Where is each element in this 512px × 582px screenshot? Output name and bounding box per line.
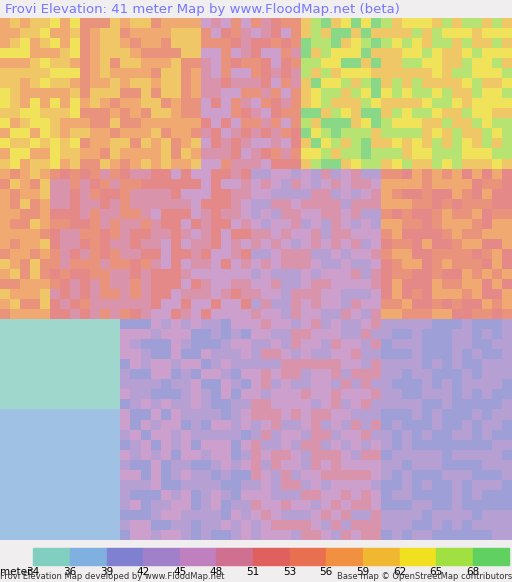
Bar [106,548,143,565]
Text: 59: 59 [356,567,370,577]
Text: 42: 42 [137,567,150,577]
Bar [180,548,217,565]
Bar [70,548,106,565]
Bar [33,548,70,565]
Bar [436,548,473,565]
Text: 62: 62 [393,567,406,577]
Text: 34: 34 [27,567,40,577]
Text: 53: 53 [283,567,296,577]
Bar [473,548,509,565]
Text: 51: 51 [246,567,260,577]
Text: 36: 36 [63,567,76,577]
Text: 48: 48 [210,567,223,577]
Bar [326,548,363,565]
Bar [143,548,180,565]
Bar [399,548,436,565]
Bar [363,548,399,565]
Text: 65: 65 [430,567,443,577]
Bar [217,548,253,565]
Text: Frovi Elevation Map developed by www.FloodMap.net: Frovi Elevation Map developed by www.Flo… [0,572,224,581]
Bar [290,548,326,565]
Text: 56: 56 [319,567,333,577]
Text: Base map © OpenStreetMap contributors: Base map © OpenStreetMap contributors [337,572,512,581]
Text: Frovi Elevation: 41 meter Map by www.FloodMap.net (beta): Frovi Elevation: 41 meter Map by www.Flo… [5,2,400,16]
Text: 45: 45 [173,567,186,577]
Text: 39: 39 [100,567,113,577]
Text: 68: 68 [466,567,479,577]
Text: meter: meter [1,567,32,577]
Bar [253,548,290,565]
